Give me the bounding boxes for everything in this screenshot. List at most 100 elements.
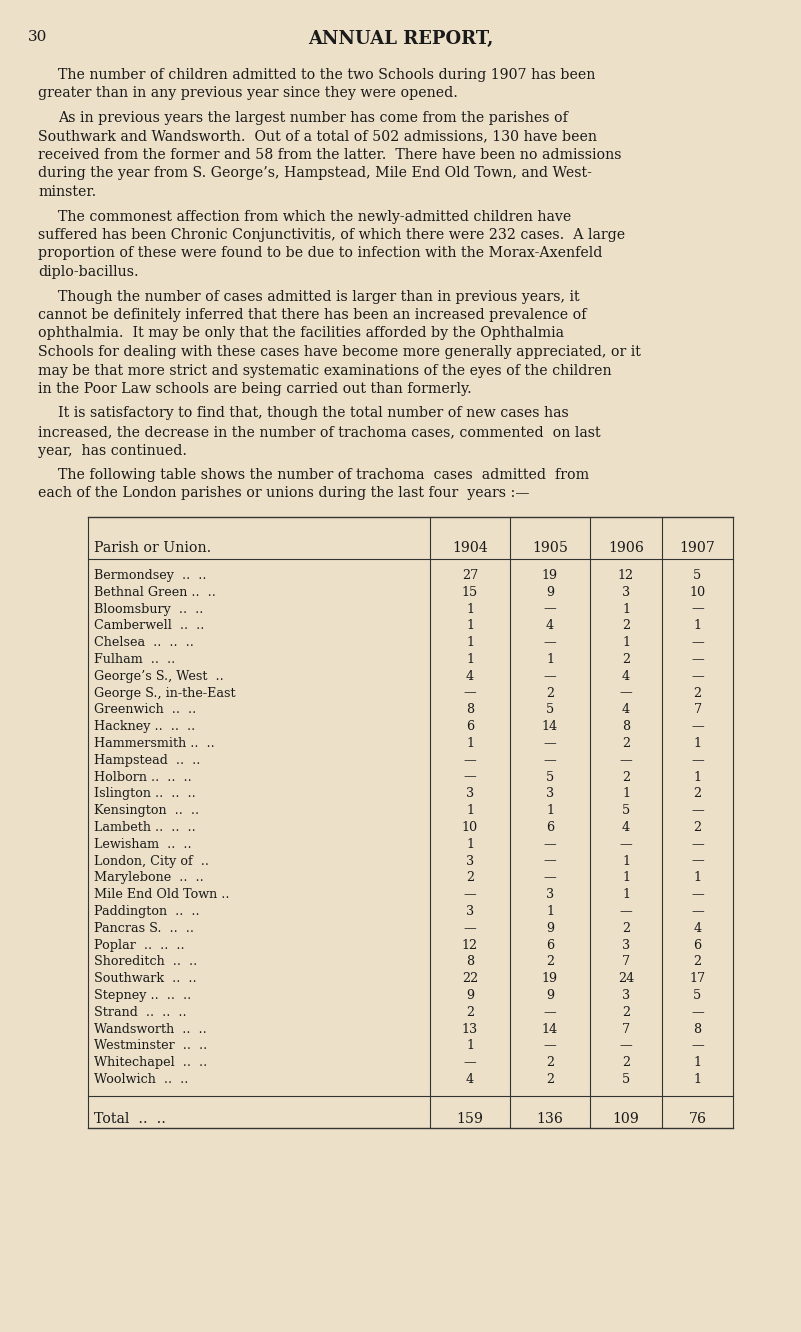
Text: Southwark  ..  ..: Southwark .. .. — [94, 972, 196, 986]
Text: —: — — [691, 1006, 704, 1019]
Text: Hammersmith ..  ..: Hammersmith .. .. — [94, 737, 215, 750]
Text: Chelsea  ..  ..  ..: Chelsea .. .. .. — [94, 637, 194, 649]
Text: 30: 30 — [28, 31, 47, 44]
Text: each of the London parishes or unions during the last four  years :—: each of the London parishes or unions du… — [38, 486, 529, 501]
Text: 1: 1 — [466, 637, 474, 649]
Text: during the year from S. George’s, Hampstead, Mile End Old Town, and West-: during the year from S. George’s, Hampst… — [38, 166, 592, 181]
Text: received from the former and 58 from the latter.  There have been no admissions: received from the former and 58 from the… — [38, 148, 622, 163]
Text: 5: 5 — [622, 805, 630, 818]
Text: 2: 2 — [622, 922, 630, 935]
Text: 9: 9 — [466, 988, 474, 1002]
Text: 2: 2 — [546, 1056, 554, 1070]
Text: 1: 1 — [694, 1074, 702, 1086]
Text: cannot be definitely inferred that there has been an increased prevalence of: cannot be definitely inferred that there… — [38, 308, 586, 322]
Text: 4: 4 — [466, 670, 474, 683]
Text: 76: 76 — [689, 1112, 706, 1126]
Text: 5: 5 — [545, 703, 554, 717]
Text: Lewisham  ..  ..: Lewisham .. .. — [94, 838, 191, 851]
Text: 1: 1 — [694, 771, 702, 783]
Text: 4: 4 — [546, 619, 554, 633]
Text: Wandsworth  ..  ..: Wandsworth .. .. — [94, 1023, 207, 1035]
Text: 3: 3 — [622, 988, 630, 1002]
Text: diplo-bacillus.: diplo-bacillus. — [38, 265, 139, 278]
Text: 1: 1 — [622, 855, 630, 867]
Text: Poplar  ..  ..  ..: Poplar .. .. .. — [94, 939, 184, 951]
Text: ANNUAL REPORT,: ANNUAL REPORT, — [308, 31, 493, 48]
Text: —: — — [544, 871, 557, 884]
Text: 6: 6 — [546, 939, 554, 951]
Text: 19: 19 — [542, 569, 558, 582]
Text: 10: 10 — [690, 586, 706, 599]
Text: —: — — [691, 637, 704, 649]
Text: Bermondsey  ..  ..: Bermondsey .. .. — [94, 569, 207, 582]
Text: 5: 5 — [694, 569, 702, 582]
Text: —: — — [464, 922, 477, 935]
Text: Though the number of cases admitted is larger than in previous years, it: Though the number of cases admitted is l… — [58, 289, 580, 304]
Text: 1907: 1907 — [679, 541, 715, 555]
Text: 2: 2 — [694, 955, 702, 968]
Text: Westminster  ..  ..: Westminster .. .. — [94, 1039, 207, 1052]
Text: Pancras S.  ..  ..: Pancras S. .. .. — [94, 922, 194, 935]
Text: 3: 3 — [546, 888, 554, 902]
Text: Southwark and Wandsworth.  Out of a total of 502 admissions, 130 have been: Southwark and Wandsworth. Out of a total… — [38, 129, 597, 144]
Text: Bethnal Green ..  ..: Bethnal Green .. .. — [94, 586, 216, 599]
Text: 2: 2 — [466, 1006, 474, 1019]
Text: 27: 27 — [462, 569, 478, 582]
Text: —: — — [691, 855, 704, 867]
Text: 2: 2 — [622, 1006, 630, 1019]
Text: Kensington  ..  ..: Kensington .. .. — [94, 805, 199, 818]
Text: Woolwich  ..  ..: Woolwich .. .. — [94, 1074, 188, 1086]
Text: 1: 1 — [546, 805, 554, 818]
Text: Holborn ..  ..  ..: Holborn .. .. .. — [94, 771, 191, 783]
Text: 9: 9 — [546, 922, 554, 935]
Text: 1: 1 — [694, 619, 702, 633]
Text: —: — — [691, 904, 704, 918]
Text: 9: 9 — [546, 988, 554, 1002]
Text: —: — — [544, 602, 557, 615]
Text: —: — — [691, 888, 704, 902]
Text: Mile End Old Town ..: Mile End Old Town .. — [94, 888, 230, 902]
Text: —: — — [464, 888, 477, 902]
Text: 14: 14 — [542, 721, 558, 733]
Text: 109: 109 — [613, 1112, 639, 1126]
Text: greater than in any previous year since they were opened.: greater than in any previous year since … — [38, 87, 458, 100]
Text: 6: 6 — [546, 821, 554, 834]
Text: —: — — [464, 754, 477, 767]
Text: Parish or Union.: Parish or Union. — [94, 541, 211, 555]
Text: —: — — [691, 754, 704, 767]
Text: 2: 2 — [466, 871, 474, 884]
Text: 1906: 1906 — [608, 541, 644, 555]
Text: 5: 5 — [694, 988, 702, 1002]
Text: —: — — [544, 670, 557, 683]
Text: 10: 10 — [462, 821, 478, 834]
Text: Schools for dealing with these cases have become more generally appreciated, or : Schools for dealing with these cases hav… — [38, 345, 641, 360]
Text: 17: 17 — [690, 972, 706, 986]
Text: 1: 1 — [466, 805, 474, 818]
Text: 2: 2 — [694, 821, 702, 834]
Text: 3: 3 — [466, 855, 474, 867]
Text: —: — — [464, 1056, 477, 1070]
Text: 4: 4 — [622, 821, 630, 834]
Text: 2: 2 — [694, 686, 702, 699]
Text: increased, the decrease in the number of trachoma cases, commented  on last: increased, the decrease in the number of… — [38, 425, 601, 440]
Text: As in previous years the largest number has come from the parishes of: As in previous years the largest number … — [58, 111, 568, 125]
Text: 1904: 1904 — [452, 541, 488, 555]
Text: proportion of these were found to be due to infection with the Morax-Axenfeld: proportion of these were found to be due… — [38, 246, 602, 261]
Text: The number of children admitted to the two Schools during 1907 has been: The number of children admitted to the t… — [58, 68, 595, 83]
Text: 1: 1 — [466, 602, 474, 615]
Text: The following table shows the number of trachoma  cases  admitted  from: The following table shows the number of … — [58, 468, 589, 482]
Text: 15: 15 — [462, 586, 478, 599]
Text: Lambeth ..  ..  ..: Lambeth .. .. .. — [94, 821, 195, 834]
Text: 8: 8 — [466, 703, 474, 717]
Text: 1: 1 — [466, 838, 474, 851]
Text: in the Poor Law schools are being carried out than formerly.: in the Poor Law schools are being carrie… — [38, 382, 472, 396]
Text: 1: 1 — [622, 871, 630, 884]
Text: 1: 1 — [694, 871, 702, 884]
Text: The commonest affection from which the newly-admitted children have: The commonest affection from which the n… — [58, 209, 571, 224]
Text: 1: 1 — [546, 904, 554, 918]
Text: 4: 4 — [694, 922, 702, 935]
Text: 1: 1 — [622, 787, 630, 801]
Text: 2: 2 — [622, 1056, 630, 1070]
Text: 22: 22 — [462, 972, 478, 986]
Text: 1: 1 — [466, 653, 474, 666]
